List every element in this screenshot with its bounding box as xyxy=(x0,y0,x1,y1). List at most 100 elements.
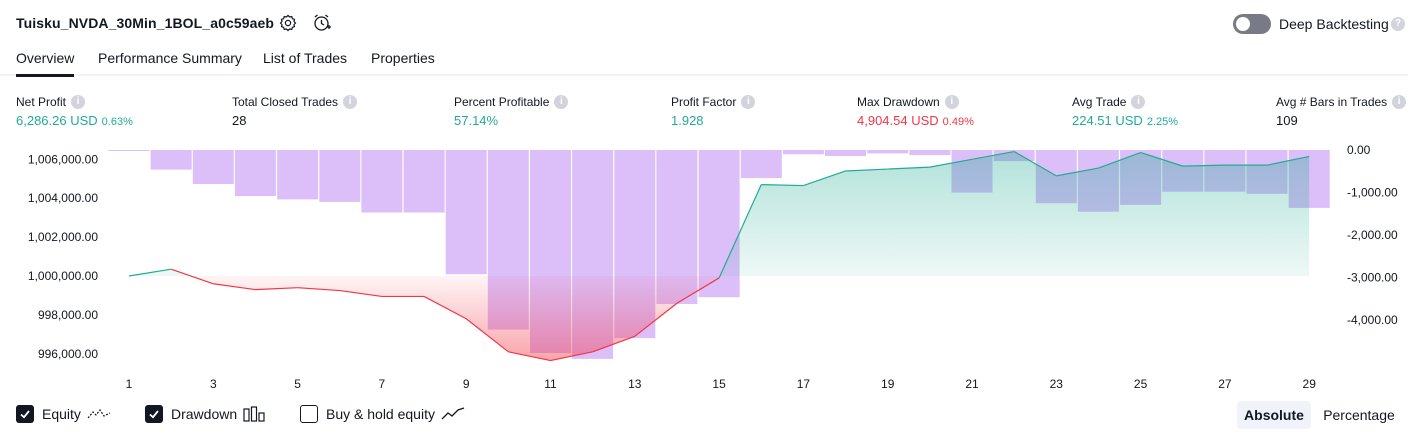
buy-hold-checkbox[interactable] xyxy=(300,405,318,423)
info-icon[interactable]: i xyxy=(1392,95,1407,109)
x-axis-tick: 7 xyxy=(379,377,386,391)
stat-value: 1.928 xyxy=(671,113,704,128)
stat-net-profit: Net Profit i 6,286.26 USD 0.63% xyxy=(16,94,133,128)
tab-list-of-trades[interactable]: List of Trades xyxy=(263,50,348,66)
stat-value: 28 xyxy=(232,113,247,128)
drawdown-bar xyxy=(108,150,150,151)
info-icon[interactable]: i xyxy=(343,95,358,109)
left-axis-tick: 1,004,000.00 xyxy=(28,191,98,205)
drawdown-bar xyxy=(825,150,866,156)
add-alert-icon[interactable] xyxy=(312,13,332,33)
equity-segment xyxy=(761,184,804,187)
x-axis-tick: 5 xyxy=(294,377,301,391)
equity-segment xyxy=(676,277,720,304)
drawdown-bar xyxy=(277,150,319,200)
drawdown-bar xyxy=(150,150,192,170)
equity-segment xyxy=(170,268,214,285)
equity-segment xyxy=(803,170,846,187)
legend-label: Buy & hold equity xyxy=(326,406,435,422)
equity-drawdown-chart: 1,006,000.00 1,004,000.00 1,002,000.00 1,00… xyxy=(28,143,1398,391)
equity-segment xyxy=(718,184,762,279)
drawdown-bars xyxy=(108,150,1330,359)
drawdown-bar xyxy=(234,150,276,196)
percentage-button[interactable]: Percentage xyxy=(1323,407,1395,423)
equity-segment xyxy=(297,287,340,292)
x-axis-tick: 27 xyxy=(1218,377,1232,391)
equity-line xyxy=(128,150,1310,362)
info-icon[interactable]: i xyxy=(741,95,756,109)
stat-value: 4,904.54 USD xyxy=(857,113,939,128)
left-axis-tick: 1,006,000.00 xyxy=(28,152,98,166)
settings-icon[interactable] xyxy=(278,13,298,33)
tab-overview[interactable]: Overview xyxy=(16,50,75,77)
left-axis: 1,006,000.00 1,004,000.00 1,002,000.00 1,00… xyxy=(28,152,98,360)
x-axis-tick: 17 xyxy=(797,377,811,391)
left-axis-tick: 996,000.00 xyxy=(38,347,98,361)
stat-percent: 0.63% xyxy=(101,116,133,128)
x-axis-tick: 23 xyxy=(1050,377,1064,391)
equity-loss-area xyxy=(129,276,1310,361)
equity-segment xyxy=(508,351,551,362)
drawdown-bar xyxy=(740,150,782,179)
x-axis-tick: 11 xyxy=(544,377,557,391)
info-icon[interactable]: i xyxy=(554,95,569,109)
report-header: Tuisku_NVDA_30Min_1BOL_a0c59aeb Deep Bac… xyxy=(0,0,1424,46)
info-icon[interactable]: i xyxy=(71,95,86,109)
equity-profit-area xyxy=(129,151,1310,276)
equity-segment xyxy=(1182,164,1225,167)
equity-segment xyxy=(339,289,382,298)
legend-label: Equity xyxy=(42,406,81,422)
left-axis-tick: 1,000,000.00 xyxy=(28,269,98,283)
stat-max-drawdown: Max Drawdown i 4,904.54 USD 0.49% xyxy=(857,94,974,128)
stat-avg-bars: Avg # Bars in Trades i 109 xyxy=(1276,94,1407,128)
equity-line-icon xyxy=(87,407,111,421)
stat-profit-factor: Profit Factor i 1.928 xyxy=(671,94,756,128)
deep-backtesting-toggle[interactable] xyxy=(1233,14,1271,34)
tab-properties[interactable]: Properties xyxy=(371,50,435,66)
stat-percent: 2.25% xyxy=(1146,116,1179,128)
equity-segment xyxy=(423,295,467,320)
equity-segment xyxy=(845,168,888,172)
stat-label: Percent Profitable xyxy=(454,95,550,109)
drawdown-bar xyxy=(403,150,445,213)
drawdown-bar xyxy=(909,150,951,156)
stat-avg-trade: Avg Trade i 224.51 USD 2.25% xyxy=(1072,94,1178,128)
x-axis-tick: 3 xyxy=(210,377,217,391)
legend-buy-hold[interactable]: Buy & hold equity xyxy=(300,402,465,426)
drawdown-bar xyxy=(782,150,824,155)
equity-checkbox[interactable] xyxy=(16,405,34,423)
report-tabs: Overview Performance Summary List of Tra… xyxy=(0,46,1408,77)
equity-segment xyxy=(1098,151,1141,169)
right-axis-tick: -4,000.00 xyxy=(1347,313,1398,327)
stat-total-closed-trades: Total Closed Trades i 28 xyxy=(232,94,358,128)
equity-segment xyxy=(128,268,172,277)
right-axis: 0.00 -1,000.00 -2,000.00 -3,000.00 -4,000.00 xyxy=(1347,143,1398,327)
equity-segment xyxy=(255,287,298,291)
info-icon[interactable]: i xyxy=(1131,95,1146,109)
tab-performance-summary[interactable]: Performance Summary xyxy=(98,50,242,66)
stat-value: 6,286.26 USD xyxy=(16,113,98,128)
stat-label: Avg # Bars in Trades xyxy=(1276,95,1388,109)
stat-label: Net Profit xyxy=(16,95,67,109)
stat-percent: 0.49% xyxy=(942,116,974,128)
x-axis-tick: 1 xyxy=(126,377,133,391)
equity-area xyxy=(129,151,1310,361)
strategy-title: Tuisku_NVDA_30Min_1BOL_a0c59aeb xyxy=(16,15,275,31)
x-axis-tick: 15 xyxy=(712,377,726,391)
stat-label: Max Drawdown xyxy=(857,95,940,109)
right-axis-tick: -3,000.00 xyxy=(1347,271,1398,285)
bars-icon xyxy=(243,406,265,422)
deep-backtesting-label: Deep Backtesting xyxy=(1279,16,1389,32)
absolute-button[interactable]: Absolute xyxy=(1237,401,1311,429)
drawdown-bar xyxy=(361,150,403,213)
help-icon[interactable]: ? xyxy=(1391,17,1405,31)
equity-segment xyxy=(1056,167,1099,177)
equity-segment xyxy=(971,150,1015,160)
stat-value: 109 xyxy=(1276,113,1298,128)
left-axis-tick: 998,000.00 xyxy=(38,308,98,322)
legend-equity[interactable]: Equity xyxy=(16,402,111,426)
drawdown-checkbox[interactable] xyxy=(145,405,163,423)
equity-segment xyxy=(550,351,593,362)
legend-drawdown[interactable]: Drawdown xyxy=(145,402,265,426)
info-icon[interactable]: i xyxy=(944,95,959,109)
